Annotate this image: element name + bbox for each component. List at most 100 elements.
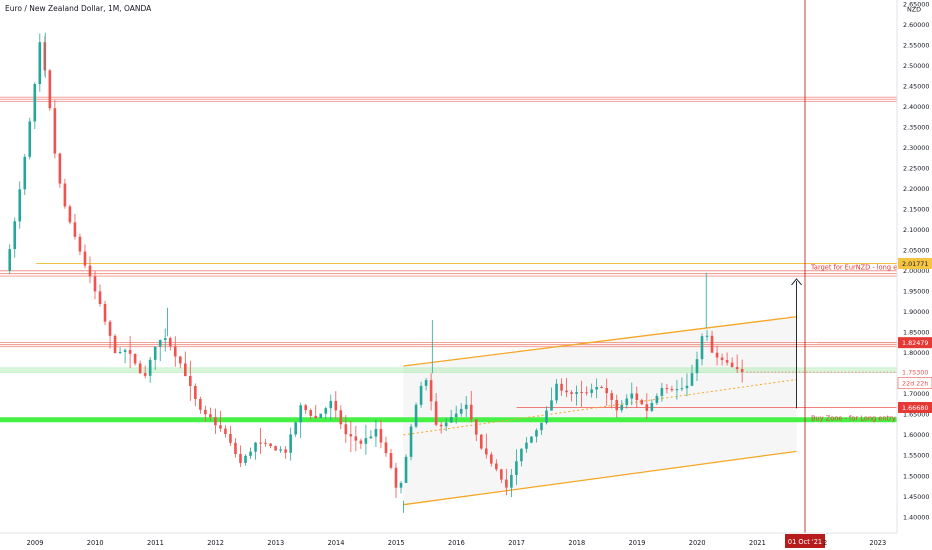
candle-body [595, 386, 598, 390]
candle-body [344, 424, 348, 435]
candle-body [118, 351, 122, 354]
x-tick-label: 2012 [207, 539, 224, 547]
candle-body [530, 436, 533, 443]
candle-body [394, 467, 398, 488]
candle-body [620, 404, 624, 411]
candle-body [58, 153, 62, 184]
candle-body [720, 357, 724, 361]
candle-body [138, 363, 142, 374]
candle-body [630, 393, 634, 399]
candle-body [173, 346, 177, 357]
candle-body [715, 352, 719, 358]
x-tick-label: 2018 [568, 539, 585, 547]
resistance-badge-text: 1.82479 [902, 339, 928, 347]
candle-body [484, 448, 488, 455]
candle-body [439, 424, 443, 427]
candle-body [304, 405, 307, 411]
candle-body [725, 360, 729, 363]
candle-body [194, 385, 197, 399]
candle-body [329, 400, 333, 409]
candle-body [399, 482, 403, 488]
candle-body [369, 436, 373, 439]
y-tick-label: 1.95000 [903, 288, 929, 296]
candle-body [665, 388, 669, 390]
channel-upper [403, 316, 797, 367]
x-tick-label: 2014 [328, 539, 345, 547]
y-tick-label: 1.45000 [903, 493, 929, 501]
candle-body [424, 380, 428, 386]
candle-body [710, 335, 714, 353]
candle-body [469, 404, 473, 420]
candle-body [83, 251, 87, 266]
candle-body [108, 321, 112, 336]
y-tick-label: 1.90000 [903, 308, 929, 316]
candle-body [645, 404, 649, 411]
candle-body [585, 392, 588, 394]
candle-body [53, 108, 57, 154]
resistance-badge-bg [898, 337, 932, 349]
candle-body [73, 222, 77, 237]
current-badge-bg [898, 366, 932, 378]
y-tick-label: 1.50000 [903, 472, 929, 480]
candle-body [600, 386, 603, 389]
candle-body [730, 362, 734, 368]
candle-body [189, 375, 192, 386]
target-badge-bg [898, 257, 932, 269]
candle-body [334, 400, 338, 411]
chart-title: Euro / New Zealand Dollar, 1M, OANDA [5, 4, 152, 13]
candle-body [409, 426, 413, 457]
candle-body [444, 422, 448, 427]
candle-body [33, 83, 37, 122]
candle-body [464, 404, 468, 409]
candle-body [269, 443, 272, 447]
candle-body [254, 442, 257, 452]
candle-body [635, 393, 639, 401]
candle-body [284, 449, 287, 453]
candle-body [590, 389, 593, 393]
x-tick-label: 2013 [267, 539, 284, 547]
candle-body [229, 433, 232, 443]
candle-body [43, 42, 47, 71]
y-tick-label: 2.65000 [903, 0, 929, 8]
y-tick-label: 2.60000 [903, 21, 929, 29]
candle-body [234, 442, 237, 454]
y-tick-label: 2.10000 [903, 226, 929, 234]
candle-body [650, 402, 654, 411]
y-tick-label: 2.55000 [903, 41, 929, 49]
candle-body [374, 428, 378, 437]
candle-body [495, 463, 498, 470]
candle-body [13, 221, 17, 250]
candle-body [500, 469, 503, 480]
candle-body [735, 367, 739, 370]
candle-body [264, 442, 267, 444]
candle-body [545, 410, 548, 423]
candle-body [143, 373, 147, 376]
date-badge-bg [785, 534, 825, 548]
candle-body [103, 303, 107, 322]
candle-body [570, 392, 573, 394]
candle-body [314, 415, 318, 419]
y-tick-label: 1.55000 [903, 452, 929, 460]
candle-body [615, 399, 619, 411]
candle-body [640, 400, 644, 405]
candle-body [454, 413, 458, 418]
y-tick-label: 2.25000 [903, 164, 929, 172]
y-tick-label: 1.40000 [903, 513, 929, 521]
y-tick-label: 2.50000 [903, 62, 929, 70]
x-tick-label: 2011 [147, 539, 164, 547]
candle-body [580, 392, 583, 394]
candle-body [429, 380, 433, 402]
candle-body [510, 474, 513, 488]
y-tick-label: 1.85000 [903, 329, 929, 337]
candle-body [520, 448, 523, 462]
candle-body [525, 442, 528, 449]
y-tick-label: 2.00000 [903, 267, 929, 275]
candle-body [490, 454, 493, 464]
candle-body [474, 419, 478, 435]
x-tick-label: 2010 [87, 539, 104, 547]
y-tick-label: 2.40000 [903, 103, 929, 111]
candle-body [68, 206, 72, 223]
candle-body [113, 335, 117, 354]
candle-body [479, 434, 483, 449]
